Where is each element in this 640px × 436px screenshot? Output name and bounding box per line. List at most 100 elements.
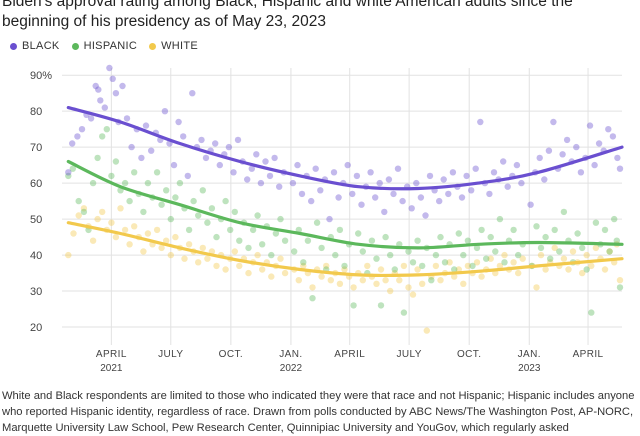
data-point-hispanic (460, 251, 467, 259)
data-point-white (478, 273, 485, 280)
data-point-black (381, 208, 388, 216)
data-point-white (460, 280, 467, 287)
legend: BLACK HISPANIC WHITE (10, 40, 198, 52)
data-point-black (128, 143, 135, 151)
data-point-black (97, 97, 104, 104)
data-point-white (65, 251, 72, 259)
data-point-black (591, 161, 598, 169)
data-point-hispanic (131, 169, 138, 176)
data-point-hispanic (108, 172, 115, 180)
data-point-hispanic (126, 197, 133, 205)
data-point-white (579, 269, 586, 277)
data-point-hispanic (437, 233, 444, 241)
x-tick-label: OCT. (219, 349, 243, 360)
data-point-black (518, 179, 525, 187)
data-point-white (409, 291, 417, 298)
data-point-black (458, 194, 466, 201)
data-point-hispanic (547, 255, 554, 262)
data-point-hispanic (478, 226, 485, 234)
data-point-hispanic (533, 223, 540, 230)
data-point-black (586, 122, 594, 129)
data-point-black (92, 82, 99, 90)
data-point-black (87, 115, 95, 122)
data-point-hispanic (483, 255, 490, 262)
data-point-hispanic (208, 205, 216, 212)
data-point-hispanic (89, 179, 97, 187)
data-point-white (231, 248, 238, 255)
data-point-white (569, 248, 577, 255)
data-point-black (422, 212, 429, 219)
data-point-black (616, 165, 624, 172)
data-point-white (144, 230, 152, 237)
data-point-hispanic (574, 230, 581, 237)
data-point-white (94, 215, 101, 223)
data-point-black (244, 176, 251, 183)
data-point-white (414, 266, 421, 273)
data-point-black (312, 165, 319, 172)
data-point-black (253, 151, 260, 158)
data-point-black (577, 169, 585, 176)
data-point-black (161, 108, 169, 115)
data-point-black (609, 133, 617, 140)
y-tick-label: 70 (30, 142, 42, 154)
data-point-white (423, 327, 430, 334)
data-point-black (326, 215, 333, 223)
data-point-hispanic (332, 251, 339, 259)
data-point-hispanic (249, 226, 257, 234)
data-point-black (257, 179, 265, 187)
data-point-white (515, 269, 522, 277)
data-point-hispanic (245, 244, 252, 252)
data-point-white (108, 219, 115, 226)
data-point-white (80, 205, 88, 212)
data-point-black (358, 201, 365, 208)
data-point-white (172, 233, 179, 241)
data-point-hispanic (455, 230, 462, 237)
data-point-hispanic (368, 237, 376, 244)
data-point-hispanic (616, 284, 624, 291)
data-point-black (234, 136, 242, 144)
data-point-hispanic (382, 233, 389, 241)
trend-line-hispanic (66, 159, 624, 250)
data-point-white (318, 273, 325, 280)
data-point-hispanic (277, 215, 284, 223)
legend-label-white: WHITE (161, 40, 199, 52)
legend-swatch-white (149, 42, 157, 50)
data-point-white (336, 280, 344, 287)
data-point-hispanic (515, 251, 522, 259)
data-point-hispanic (195, 212, 202, 219)
data-point-white (588, 262, 595, 270)
data-point-hispanic (336, 226, 344, 234)
data-point-hispanic (103, 126, 111, 133)
data-point-black (308, 197, 315, 205)
y-tick-label: 30 (30, 286, 42, 298)
data-point-black (449, 169, 457, 176)
legend-item-white: WHITE (149, 40, 198, 52)
data-point-hispanic (227, 226, 234, 234)
data-point-hispanic (464, 237, 472, 244)
data-point-black (376, 179, 383, 187)
x-tick-label: OCT. (457, 349, 481, 360)
data-point-hispanic (487, 233, 494, 241)
data-point-hispanic (542, 233, 549, 241)
data-point-hispanic (441, 259, 449, 266)
data-point-white (236, 262, 243, 270)
data-point-hispanic (268, 251, 275, 259)
data-point-white (487, 255, 494, 262)
data-point-black (138, 154, 145, 162)
data-point-hispanic (432, 251, 440, 259)
data-point-hispanic (99, 133, 106, 140)
data-point-hispanic (204, 219, 211, 226)
data-point-black (198, 136, 205, 144)
data-point-hispanic (473, 244, 481, 252)
data-point-hispanic (121, 179, 129, 187)
data-point-white (300, 262, 307, 270)
data-point-white (121, 226, 129, 234)
data-point-black (440, 176, 447, 183)
data-point-hispanic (75, 197, 82, 205)
data-point-white (551, 244, 558, 252)
data-point-black (330, 169, 338, 176)
data-point-black (408, 205, 415, 212)
data-point-hispanic (492, 248, 499, 255)
data-point-white (616, 277, 624, 284)
data-point-black (101, 104, 109, 111)
